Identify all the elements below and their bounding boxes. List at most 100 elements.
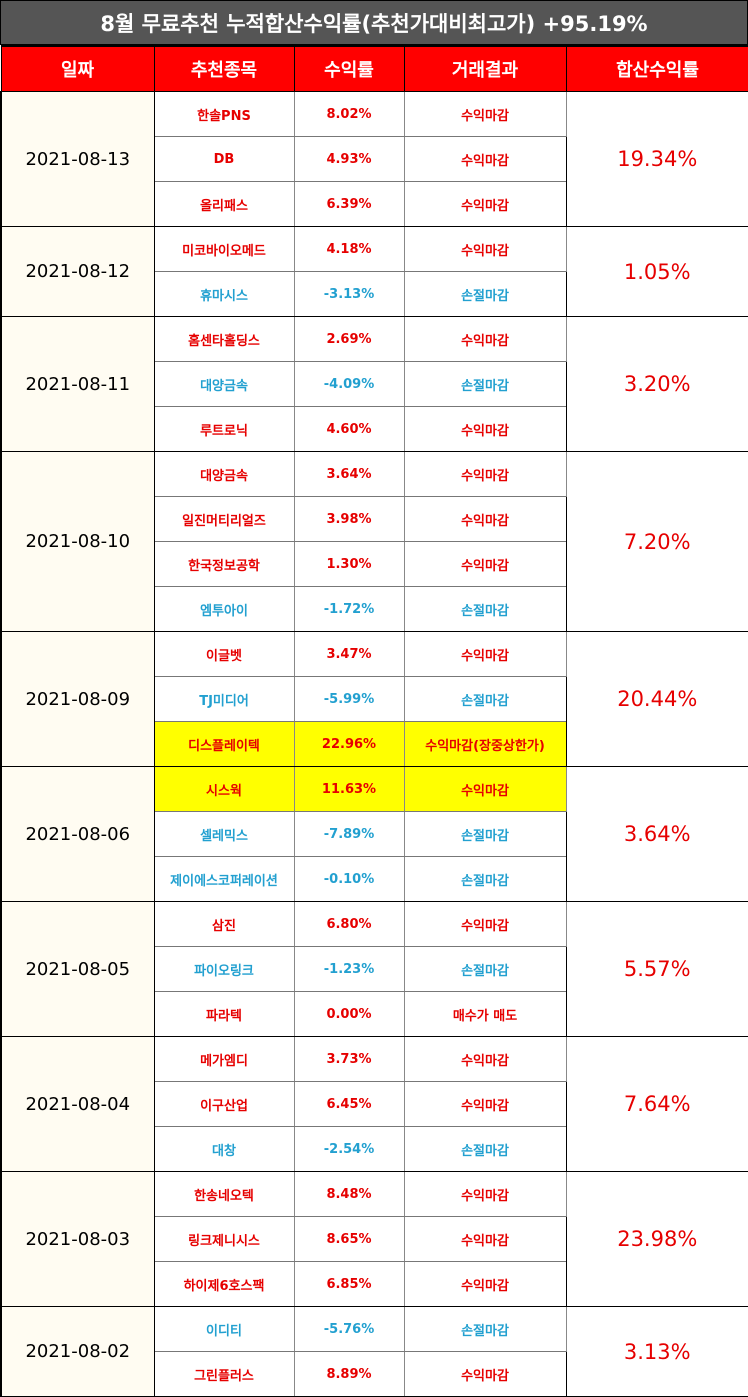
header-total: 합산수익률 [565, 45, 748, 92]
rate-cell: 6.80% [293, 901, 405, 947]
page-title: 8월 무료추천 누적합산수익률(추천가대비최고가) +95.19% [0, 0, 748, 45]
rate-cell: 8.89% [293, 1351, 405, 1397]
table-row: 하이제6호스팩 6.85% 수익마감 [1, 1261, 748, 1307]
table-row: 한국정보공학 1.30% 수익마감 [1, 541, 748, 587]
rate-cell: 4.60% [293, 406, 405, 452]
rate-cell: 8.65% [293, 1216, 405, 1262]
rate-cell: 4.93% [293, 136, 405, 182]
rate-cell: 8.48% [293, 1171, 405, 1217]
stock-name-cell: 파라텍 [153, 991, 295, 1037]
stock-name-cell: 그린플러스 [153, 1351, 295, 1397]
result-cell: 손절마감 [403, 1306, 567, 1352]
total-return-cell: 23.98% [565, 1171, 748, 1307]
stock-name-cell: 홈센타홀딩스 [153, 316, 295, 362]
stock-name-cell: TJ미디어 [153, 676, 295, 722]
table-row: 엠투아이 -1.72% 손절마감 [1, 586, 748, 632]
rate-cell: -5.99% [293, 676, 405, 722]
stock-name-cell: 시스웍 [153, 766, 295, 812]
stock-name-cell: 메가엠디 [153, 1036, 295, 1082]
header-date: 일짜 [0, 45, 155, 92]
result-cell: 손절마감 [403, 586, 567, 632]
date-cell: 2021-08-13 [0, 91, 155, 227]
date-cell: 2021-08-09 [0, 631, 155, 767]
rate-cell: 3.64% [293, 451, 405, 497]
result-cell: 수익마감 [403, 406, 567, 452]
result-cell: 손절마감 [403, 361, 567, 407]
stock-name-cell: 엠투아이 [153, 586, 295, 632]
date-cell: 2021-08-10 [0, 451, 155, 632]
table-row: 링크제니시스 8.65% 수익마감 [1, 1216, 748, 1262]
stock-name-cell: 이디티 [153, 1306, 295, 1352]
stock-name-cell: 하이제6호스팩 [153, 1261, 295, 1307]
total-return-cell: 3.20% [565, 316, 748, 452]
result-cell: 손절마감 [403, 1126, 567, 1172]
rate-cell: -3.13% [293, 271, 405, 317]
table-row: 디스플레이텍 22.96% 수익마감(장중상한가) [1, 721, 748, 767]
rate-cell: 3.73% [293, 1036, 405, 1082]
recommendation-table: 일짜 추천종목 수익률 거래결과 합산수익률 2021-08-13 한솔PNS 8.… [0, 45, 748, 1397]
stock-name-cell: 한솔PNS [153, 91, 295, 137]
rate-cell: 6.39% [293, 181, 405, 227]
result-cell: 수익마감 [403, 1216, 567, 1262]
stock-name-cell: 대양금속 [153, 451, 295, 497]
rate-cell: 3.47% [293, 631, 405, 677]
table-row: 제이에스코퍼레이션 -0.10% 손절마감 [1, 856, 748, 902]
result-cell: 매수가 매도 [403, 991, 567, 1037]
stock-name-cell: DB [153, 136, 295, 182]
table-row: DB 4.93% 수익마감 [1, 136, 748, 182]
table-row: 휴마시스 -3.13% 손절마감 [1, 271, 748, 317]
total-return-cell: 3.64% [565, 766, 748, 902]
rate-cell: 11.63% [293, 766, 405, 812]
result-cell: 수익마감 [403, 1171, 567, 1217]
result-cell: 수익마감 [403, 136, 567, 182]
rate-cell: -1.72% [293, 586, 405, 632]
rate-cell: -5.76% [293, 1306, 405, 1352]
table-row: 2021-08-03 한송네오텍 8.48% 수익마감 23.98% [0, 1171, 748, 1307]
header-result: 거래결과 [403, 45, 567, 92]
result-cell: 수익마감 [403, 901, 567, 947]
stock-name-cell: 삼진 [153, 901, 295, 947]
result-cell: 손절마감 [403, 811, 567, 857]
total-return-cell: 7.64% [565, 1036, 748, 1172]
result-cell: 수익마감 [403, 541, 567, 587]
rate-cell: 8.02% [293, 91, 405, 137]
rate-cell: 6.45% [293, 1081, 405, 1127]
result-cell: 수익마감 [403, 766, 567, 812]
total-return-cell: 19.34% [565, 91, 748, 227]
stock-name-cell: 대창 [153, 1126, 295, 1172]
result-cell: 손절마감 [403, 946, 567, 992]
rate-cell: 3.98% [293, 496, 405, 542]
total-return-cell: 3.13% [565, 1306, 748, 1397]
stock-name-cell: 디스플레이텍 [153, 721, 295, 767]
result-cell: 수익마감 [403, 316, 567, 362]
table-row: 2021-08-05 삼진 6.80% 수익마감 5.57% [0, 901, 748, 1037]
date-cell: 2021-08-06 [0, 766, 155, 902]
rate-cell: -7.89% [293, 811, 405, 857]
table-row: 2021-08-02 이디티 -5.76% 손절마감 3.13% [0, 1306, 748, 1397]
rate-cell: 22.96% [293, 721, 405, 767]
rate-cell: 2.69% [293, 316, 405, 362]
rate-cell: 4.18% [293, 226, 405, 272]
table-row: 2021-08-12 미코바이오메드 4.18% 수익마감 1.05% [0, 226, 748, 317]
result-cell: 수익마감 [403, 181, 567, 227]
result-cell: 수익마감(장중상한가) [403, 721, 567, 767]
date-cell: 2021-08-11 [0, 316, 155, 452]
table-header-row: 일짜 추천종목 수익률 거래결과 합산수익률 [0, 45, 748, 92]
total-return-cell: 5.57% [565, 901, 748, 1037]
result-cell: 수익마감 [403, 496, 567, 542]
result-cell: 수익마감 [403, 1351, 567, 1397]
stock-name-cell: 한송네오텍 [153, 1171, 295, 1217]
rate-cell: 1.30% [293, 541, 405, 587]
date-cell: 2021-08-12 [0, 226, 155, 317]
date-cell: 2021-08-05 [0, 901, 155, 1037]
table-row: 2021-08-06 시스웍 11.63% 수익마감 3.64% [0, 766, 748, 902]
rate-cell: -0.10% [293, 856, 405, 902]
date-cell: 2021-08-04 [0, 1036, 155, 1172]
table-body: 2021-08-13 한솔PNS 8.02% 수익마감 19.34% DB 4.93% 수익마… [0, 91, 748, 1397]
total-return-cell: 20.44% [565, 631, 748, 767]
stock-name-cell: 파이오링크 [153, 946, 295, 992]
rate-cell: 0.00% [293, 991, 405, 1037]
result-cell: 수익마감 [403, 631, 567, 677]
table-row: 2021-08-04 메가엠디 3.73% 수익마감 7.64% [0, 1036, 748, 1172]
stock-name-cell: 이글벳 [153, 631, 295, 677]
